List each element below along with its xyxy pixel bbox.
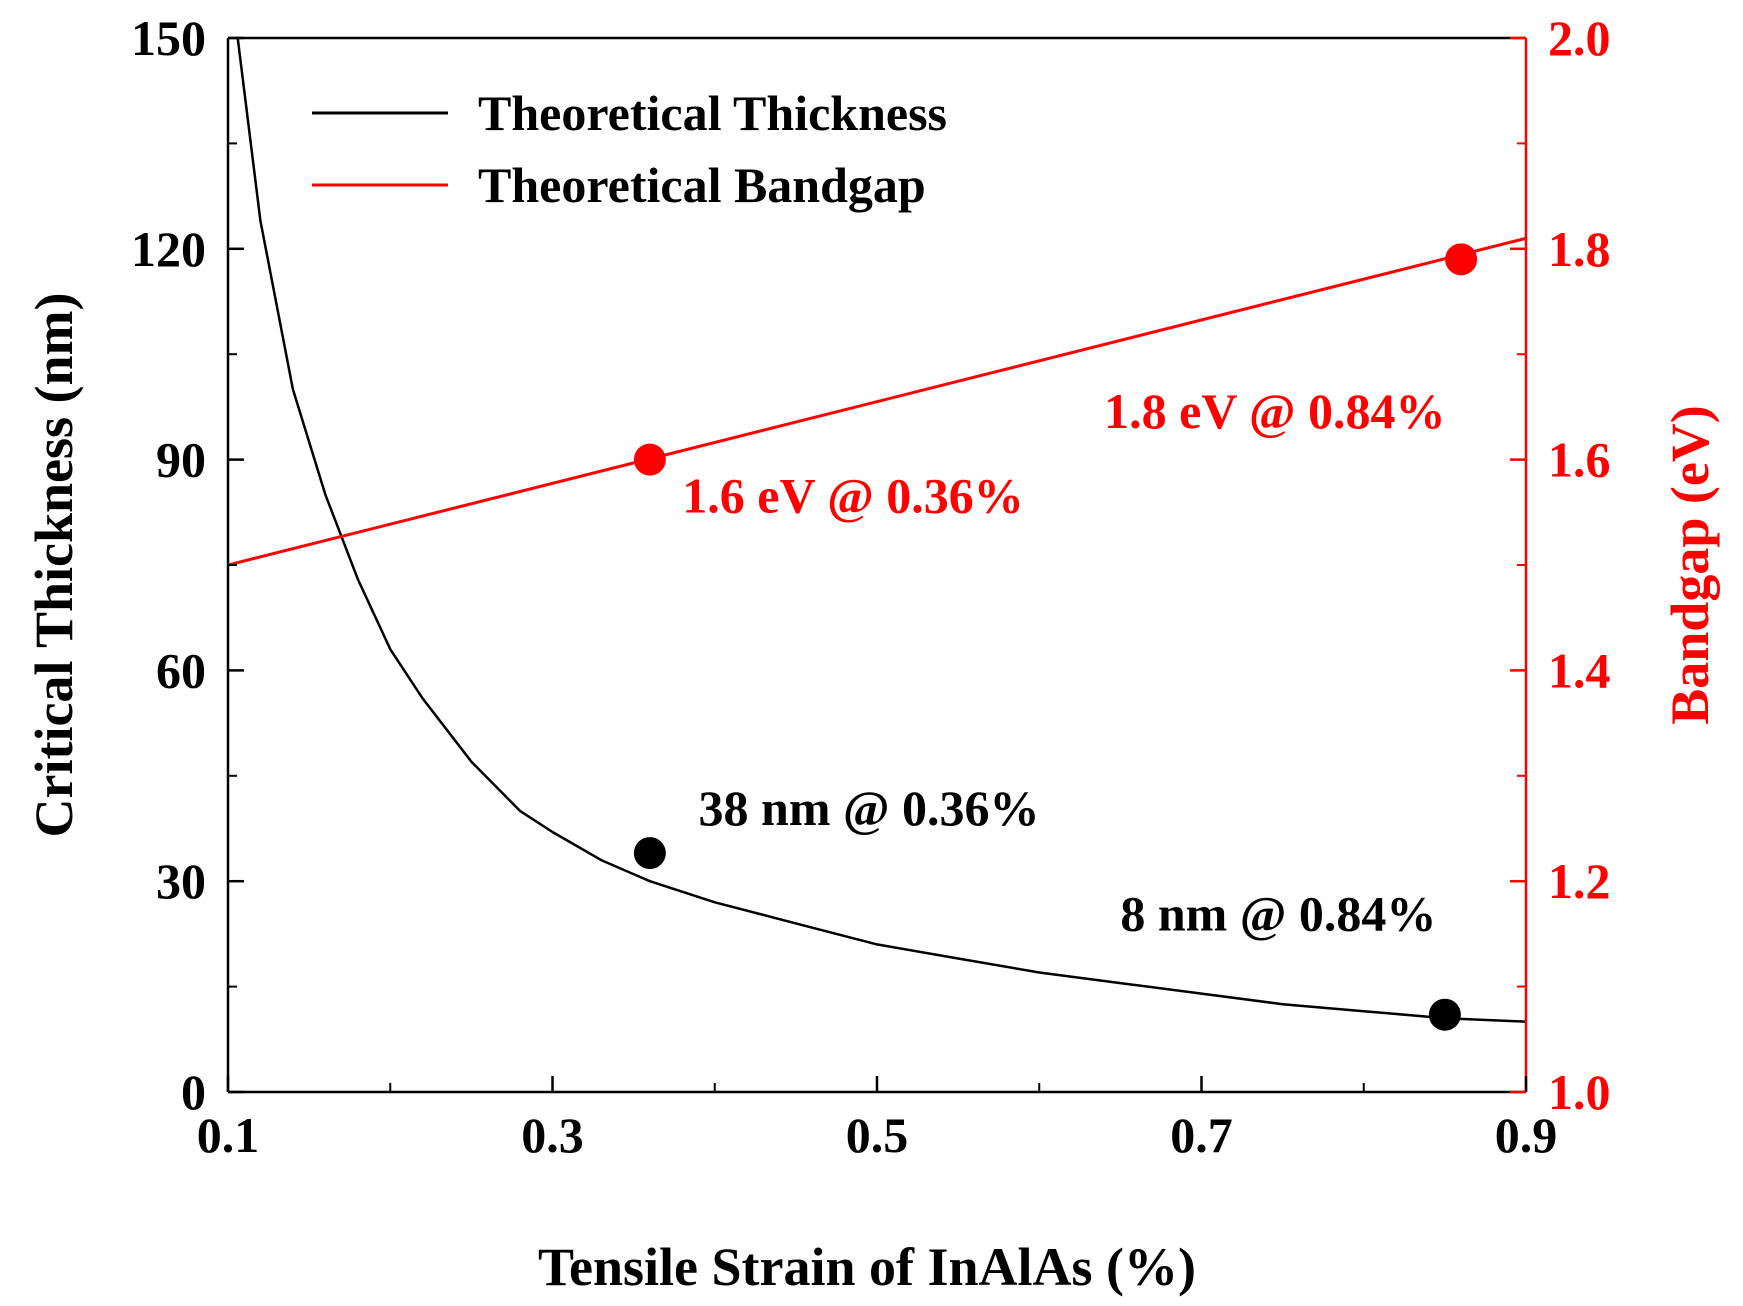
- data-annotation-label: 38 nm @ 0.36%: [699, 780, 1040, 836]
- y-left-tick-label: 0: [181, 1064, 206, 1120]
- y-left-tick-label: 120: [131, 221, 206, 277]
- legend: Theoretical Thickness Theoretical Bandgap: [312, 85, 947, 213]
- y-right-tick-label: 1.6: [1548, 432, 1611, 488]
- x-tick-label: 0.7: [1170, 1107, 1233, 1163]
- x-tick-label: 0.9: [1495, 1107, 1558, 1163]
- thickness-data-marker: [1428, 998, 1461, 1031]
- y-left-axis-title: Critical Thickness (nm): [24, 292, 84, 837]
- y-left-tick-label: 30: [156, 853, 206, 909]
- x-tick-label: 0.3: [521, 1107, 584, 1163]
- y-left-tick-label: 60: [156, 642, 206, 698]
- bandgap-series-line: [228, 236, 1526, 567]
- legend-label: Theoretical Bandgap: [478, 157, 926, 213]
- y-right-tick-label: 1.2: [1548, 853, 1611, 909]
- x-tick-label: 0.5: [846, 1107, 909, 1163]
- axis-ticks: [226, 36, 1528, 1094]
- x-tick-label: 0.1: [197, 1107, 260, 1163]
- bandgap-data-marker: [1445, 243, 1478, 276]
- legend-label: Theoretical Thickness: [478, 85, 947, 141]
- thickness-series-line: [236, 38, 1526, 1023]
- y-right-tick-label: 1.8: [1548, 221, 1611, 277]
- y-right-axis-title: Bandgap (eV): [1660, 405, 1720, 725]
- y-right-tick-label: 1.4: [1548, 642, 1611, 698]
- chart-text: 0.1 0.3 0.5 0.7 0.9 0 30 60 90 120 150 1.0 1.2 1.4 1.6…: [24, 10, 1720, 1297]
- data-annotation-label: 1.8 eV @ 0.84%: [1104, 383, 1445, 439]
- thickness-data-marker: [633, 837, 666, 870]
- plot-area: [228, 38, 1526, 1023]
- y-left-tick-label: 150: [131, 10, 206, 66]
- data-annotation-label: 8 nm @ 0.84%: [1120, 885, 1436, 941]
- y-right-tick-label: 2.0: [1548, 10, 1611, 66]
- x-axis-title: Tensile Strain of InAlAs (%): [538, 1237, 1196, 1297]
- y-right-tick-label: 1.0: [1548, 1064, 1611, 1120]
- y-left-tick-label: 90: [156, 432, 206, 488]
- bandgap-data-marker: [633, 443, 666, 476]
- data-markers: [633, 243, 1478, 1031]
- data-annotation-label: 1.6 eV @ 0.36%: [682, 467, 1023, 523]
